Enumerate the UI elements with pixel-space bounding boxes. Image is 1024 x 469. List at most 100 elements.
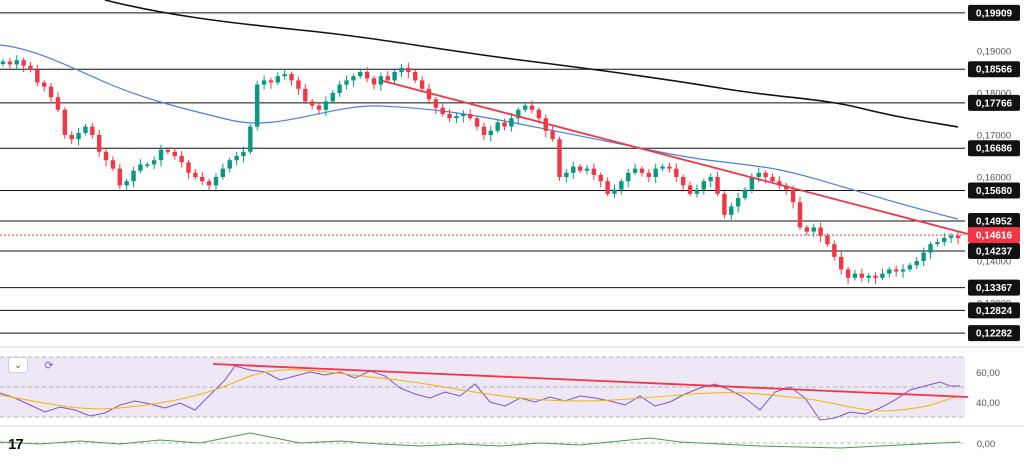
level-label-bg xyxy=(968,61,1020,78)
candle-body xyxy=(337,84,342,93)
candle-body xyxy=(206,181,212,186)
lower-indicator-line xyxy=(0,432,961,449)
candle-body xyxy=(536,109,542,119)
candle-body xyxy=(509,118,514,127)
candle-body xyxy=(948,235,954,238)
candle-body xyxy=(955,235,961,238)
candle-body xyxy=(96,135,102,152)
candle-body xyxy=(158,149,164,161)
price-tick: 0,19000 xyxy=(977,47,1011,58)
candle-body xyxy=(323,101,329,110)
candle-body xyxy=(715,177,720,194)
candle-body xyxy=(69,135,74,140)
level-label-text: 0,18566 xyxy=(976,65,1013,76)
candle-body xyxy=(151,160,157,165)
candle-body xyxy=(7,61,13,65)
candle-body xyxy=(893,269,899,272)
candle-body xyxy=(852,273,858,278)
candle-body xyxy=(770,177,775,182)
refresh-button[interactable]: ⟳ xyxy=(42,358,56,372)
level-label-text: 0,12824 xyxy=(976,306,1013,317)
candle-body xyxy=(282,74,287,77)
candle-body xyxy=(179,156,184,163)
candle-body xyxy=(399,67,404,72)
candle-body xyxy=(907,265,913,270)
candle-body xyxy=(255,84,260,127)
candle-body xyxy=(619,181,624,190)
candle-body xyxy=(172,151,177,156)
candle-body xyxy=(756,172,761,177)
level-label-bg xyxy=(968,182,1020,199)
level-label: 0,15680 xyxy=(968,182,1020,199)
candle-body xyxy=(832,244,837,257)
candle-body xyxy=(522,105,528,110)
level-label: 0,12282 xyxy=(968,325,1020,342)
level-label-text: 0,17766 xyxy=(976,98,1013,109)
candle-body xyxy=(742,189,748,198)
candle-body xyxy=(406,67,411,72)
candle-body xyxy=(880,273,885,278)
level-label-text: 0,14237 xyxy=(976,247,1013,258)
candle-body xyxy=(942,237,947,243)
candle-body xyxy=(110,160,116,169)
level-label-bg xyxy=(968,94,1020,111)
candle-body xyxy=(632,168,638,173)
level-label-bg xyxy=(968,213,1020,230)
price-tick: 0,18000 xyxy=(977,89,1011,100)
level-label-text: 0,13367 xyxy=(976,283,1013,294)
current-price-label-text: 0,14616 xyxy=(976,231,1013,242)
candle-body xyxy=(694,189,700,194)
level-label: 0,19909 xyxy=(968,4,1020,21)
level-label-bg xyxy=(968,302,1020,319)
candle-body xyxy=(447,114,452,119)
candle-body xyxy=(674,168,679,177)
candle-body xyxy=(591,168,597,175)
candle-body xyxy=(454,116,459,119)
candle-body xyxy=(660,166,665,169)
candle-body xyxy=(275,76,281,83)
candle-body xyxy=(914,261,919,266)
candle-body xyxy=(392,72,397,81)
candle-body xyxy=(371,78,377,85)
candle-body xyxy=(55,97,61,110)
level-label: 0,17766 xyxy=(968,94,1020,111)
refresh-icon: ⟳ xyxy=(44,359,54,372)
collapse-button[interactable]: ⌄ xyxy=(8,357,28,373)
candle-body xyxy=(887,269,892,274)
price-labels: 0,19909 0,18566 0,17766 0,16686 0,15680 0,149… xyxy=(968,4,1020,342)
candle-body xyxy=(48,86,54,98)
level-label-bg xyxy=(968,325,1020,342)
candle-body xyxy=(474,118,480,127)
moving-averages xyxy=(0,0,959,220)
candle-body xyxy=(584,168,590,171)
candle-body xyxy=(83,126,88,133)
candle-body xyxy=(385,76,390,81)
level-label: 0,14237 xyxy=(968,243,1020,260)
candle-body xyxy=(605,181,610,194)
level-label: 0,13367 xyxy=(968,279,1020,296)
level-label: 0,12824 xyxy=(968,302,1020,319)
candle-body xyxy=(413,72,418,81)
candle-body xyxy=(28,65,33,70)
horizontal-levels xyxy=(0,12,965,334)
candle-body xyxy=(303,88,308,102)
candle-body xyxy=(241,151,246,156)
candle-body xyxy=(763,172,768,177)
candle-body xyxy=(653,168,658,177)
candle-body xyxy=(735,198,741,207)
candle-body xyxy=(749,177,755,190)
candle-body xyxy=(309,101,315,106)
price-tick: 0,17000 xyxy=(977,131,1011,142)
candle-body xyxy=(117,168,122,186)
candle-body xyxy=(550,130,555,140)
candle-body xyxy=(790,189,796,203)
candle-body xyxy=(818,227,823,236)
level-label-text: 0,14952 xyxy=(976,217,1013,228)
candle-body xyxy=(90,126,95,135)
candle-body xyxy=(440,107,445,114)
candle-body xyxy=(557,139,562,177)
lower-tick: 0,00 xyxy=(977,439,996,450)
level-label-bg xyxy=(968,4,1020,21)
candle-body xyxy=(481,126,487,135)
